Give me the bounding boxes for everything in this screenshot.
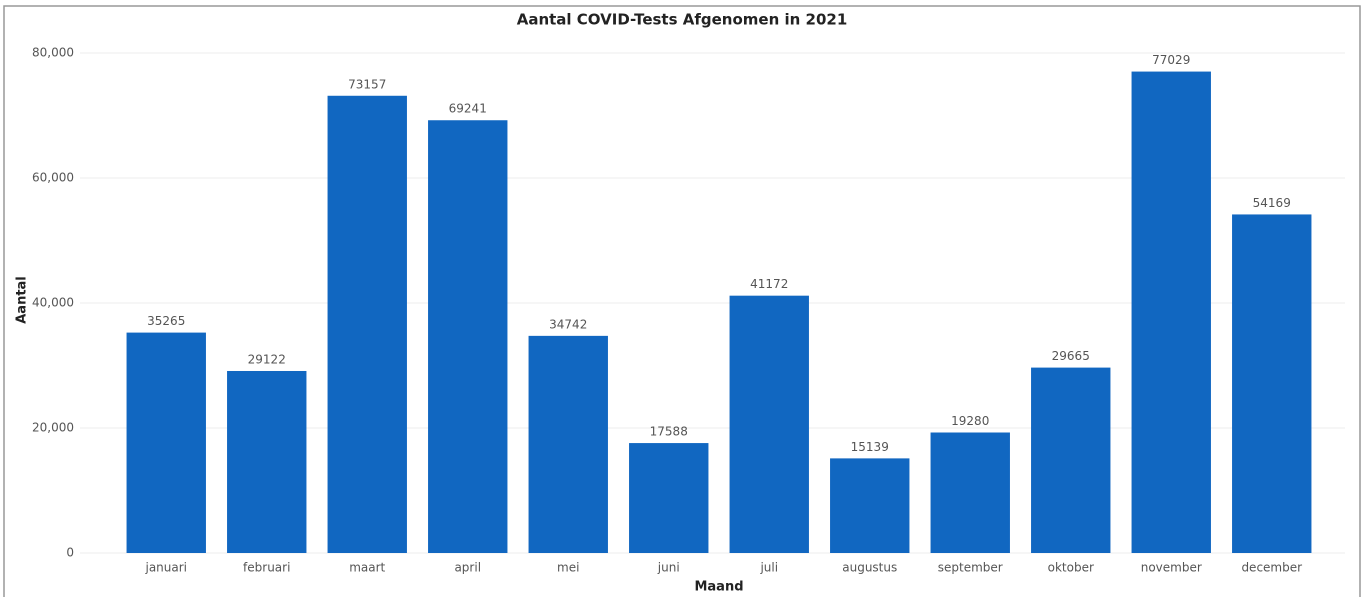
data-label: 54169 bbox=[1253, 196, 1291, 210]
y-tick-label: 0 bbox=[66, 546, 74, 560]
y-tick-label: 80,000 bbox=[32, 46, 74, 60]
data-label: 41172 bbox=[750, 277, 788, 291]
data-label: 29122 bbox=[248, 352, 286, 366]
bar bbox=[1031, 367, 1111, 553]
x-tick-label: maart bbox=[349, 561, 385, 575]
data-label: 29665 bbox=[1052, 349, 1090, 363]
x-tick-label: mei bbox=[557, 561, 579, 575]
bar bbox=[126, 332, 206, 553]
bar bbox=[629, 443, 709, 553]
data-label: 15139 bbox=[851, 440, 889, 454]
data-label: 35265 bbox=[147, 314, 185, 328]
x-tick-label: februari bbox=[243, 561, 290, 575]
x-tick-label: januari bbox=[144, 561, 187, 575]
data-label: 73157 bbox=[348, 77, 386, 91]
bar bbox=[428, 120, 508, 554]
y-axis-title: Aantal bbox=[15, 276, 30, 324]
x-tick-label: augustus bbox=[842, 561, 897, 575]
x-tick-label: december bbox=[1241, 561, 1302, 575]
x-tick-label: juli bbox=[759, 561, 778, 575]
x-tick-label: november bbox=[1141, 561, 1202, 575]
bar bbox=[227, 370, 307, 553]
y-tick-label: 20,000 bbox=[32, 421, 74, 435]
bar bbox=[830, 458, 910, 553]
bar bbox=[327, 95, 407, 554]
x-axis-title: Maand bbox=[694, 580, 743, 595]
x-tick-label: april bbox=[454, 561, 481, 575]
data-label: 19280 bbox=[951, 414, 989, 428]
bar bbox=[1232, 214, 1312, 553]
data-label: 77029 bbox=[1152, 53, 1190, 67]
x-tick-label: juni bbox=[657, 561, 680, 575]
bar bbox=[930, 432, 1010, 553]
x-tick-label: oktober bbox=[1048, 561, 1094, 575]
data-label: 69241 bbox=[449, 102, 487, 116]
y-tick-label: 60,000 bbox=[32, 171, 74, 185]
bar bbox=[1131, 71, 1211, 553]
bar bbox=[729, 295, 809, 553]
data-label: 34742 bbox=[549, 317, 587, 331]
data-label: 17588 bbox=[650, 425, 688, 439]
chart-title: Aantal COVID-Tests Afgenomen in 2021 bbox=[517, 11, 848, 29]
x-tick-label: september bbox=[938, 561, 1003, 575]
y-tick-label: 40,000 bbox=[32, 296, 74, 310]
bar bbox=[528, 335, 608, 553]
